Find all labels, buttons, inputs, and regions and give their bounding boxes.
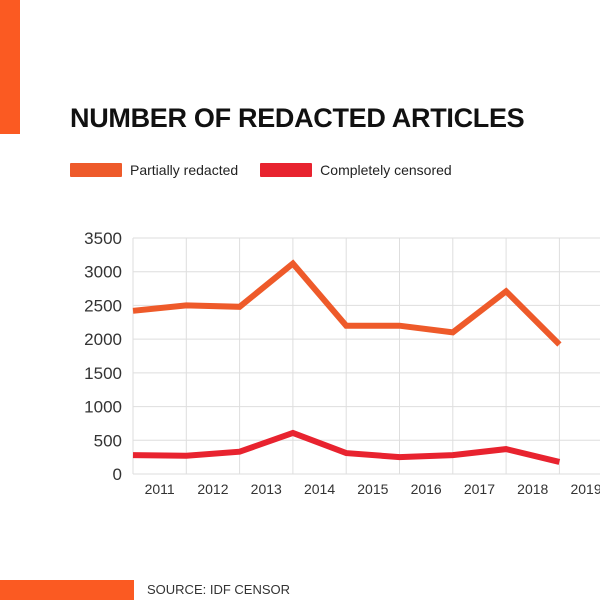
x-tick-label-2014: 2014 — [304, 481, 335, 497]
axes: 0 500 1000 1500 2000 2500 3000 3500 2011 2012 2013… — [84, 229, 600, 497]
x-tick-label-2011: 2011 — [145, 481, 175, 497]
legend-swatch-partially-redacted — [70, 163, 122, 177]
y-tick-label-2500: 2500 — [84, 296, 122, 315]
legend-label-partially-redacted: Partially redacted — [130, 162, 239, 178]
y-tick-label-3500: 3500 — [84, 229, 122, 248]
x-tick-label-2018: 2018 — [517, 481, 548, 497]
y-tick-label-2000: 2000 — [84, 330, 122, 349]
legend: Partially redacted Completely censored — [70, 160, 474, 180]
x-tick-label-2013: 2013 — [251, 481, 282, 497]
y-tick-label-1000: 1000 — [84, 398, 122, 417]
y-tick-label-1500: 1500 — [84, 364, 122, 383]
legend-item-partially-redacted: Partially redacted — [70, 162, 238, 178]
series — [132, 259, 562, 465]
legend-item-completely-censored: Completely censored — [260, 162, 452, 178]
legend-swatch-completely-censored — [260, 163, 313, 177]
x-tick-label-2017: 2017 — [464, 481, 495, 497]
y-tick-label-500: 500 — [94, 431, 122, 450]
legend-label-completely-censored: Completely censored — [320, 162, 452, 178]
grid — [132, 237, 600, 475]
accent-bar-bottom — [0, 580, 134, 600]
accent-bar-top — [0, 0, 20, 134]
y-tick-label-0: 0 — [113, 465, 122, 484]
x-tick-label-2015: 2015 — [357, 481, 388, 497]
y-tick-label-3000: 3000 — [84, 263, 122, 282]
source-note: SOURCE: IDF CENSOR — [147, 582, 291, 597]
chart-title: NUMBER OF REDACTED ARTICLES — [70, 103, 525, 133]
x-tick-label-2019: 2019 — [570, 481, 600, 497]
x-tick-label-2012: 2012 — [197, 481, 228, 497]
x-tick-label-2016: 2016 — [411, 481, 442, 497]
